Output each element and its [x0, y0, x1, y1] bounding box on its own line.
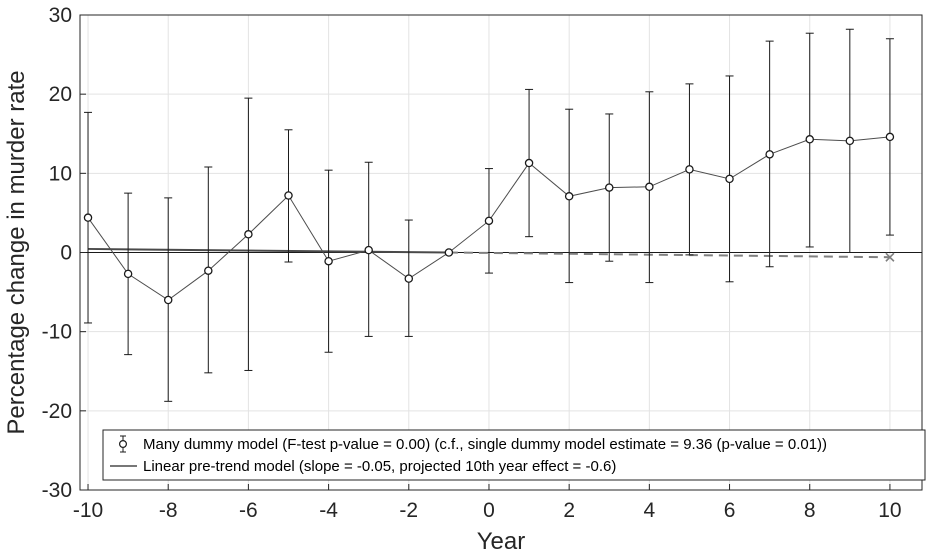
linear-pre-trend-series	[88, 247, 895, 262]
y-tick-label: -10	[42, 321, 72, 344]
data-point	[845, 136, 855, 146]
data-point	[324, 256, 333, 266]
data-point	[444, 248, 454, 257]
legend: Many dummy model (F-test p-value = 0.00)…	[102, 429, 926, 481]
data-point	[284, 191, 293, 200]
y-tick-label: 10	[49, 162, 72, 185]
data-point	[404, 274, 414, 283]
y-tick-label: 30	[49, 4, 72, 27]
data-point	[725, 174, 734, 184]
data-point	[83, 213, 93, 222]
data-point	[645, 182, 654, 192]
y-tick-label: -30	[42, 479, 72, 502]
x-tick-label: -2	[399, 499, 418, 522]
data-point	[765, 150, 774, 159]
projection-line	[448, 251, 890, 259]
pre-trend-line	[88, 247, 449, 254]
many-dummy-series	[83, 28, 895, 402]
legend-entry-many-dummy: Many dummy model (F-test p-value = 0.00)…	[143, 436, 827, 453]
x-tick-label: 0	[483, 499, 495, 522]
legend-entry-linear-pre-trend: Linear pre-trend model (slope = -0.05, p…	[143, 458, 616, 475]
x-tick-label: 6	[724, 499, 736, 522]
y-axis-ticks: -30 -20 -10 0 10 20 30	[42, 4, 86, 502]
data-point	[484, 216, 494, 226]
x-tick-label: 8	[804, 499, 816, 522]
projection-end-marker	[885, 252, 895, 262]
x-axis-label: Year	[477, 528, 526, 554]
data-point	[605, 183, 614, 192]
y-tick-label: 20	[49, 83, 72, 106]
legend-box	[102, 429, 926, 481]
data-point	[564, 192, 574, 201]
data-point	[204, 266, 213, 275]
y-tick-label: 0	[60, 242, 72, 265]
x-tick-label: -10	[73, 499, 103, 522]
data-point	[163, 295, 173, 305]
x-tick-label: 2	[563, 499, 575, 522]
data-point	[244, 230, 253, 239]
legend-marker	[118, 440, 127, 449]
legend-errorbar-symbol	[118, 435, 127, 453]
x-tick-label: -6	[239, 499, 258, 522]
y-tick-label: -20	[42, 400, 72, 423]
x-tick-label: -4	[319, 499, 338, 522]
x-tick-label: -8	[159, 499, 178, 522]
data-point	[805, 135, 814, 144]
x-axis-ticks: -10 -8 -6 -4 -2 0 2 4 6 8 10	[73, 484, 902, 522]
x-tick-label: 10	[878, 499, 901, 522]
data-point	[123, 269, 133, 279]
x-tick-label: 4	[644, 499, 656, 522]
data-point	[685, 165, 694, 174]
data-point	[885, 132, 895, 142]
data-point	[364, 245, 373, 255]
data-point	[524, 158, 534, 168]
y-axis-label: Percentage change in murder rate	[3, 70, 30, 434]
